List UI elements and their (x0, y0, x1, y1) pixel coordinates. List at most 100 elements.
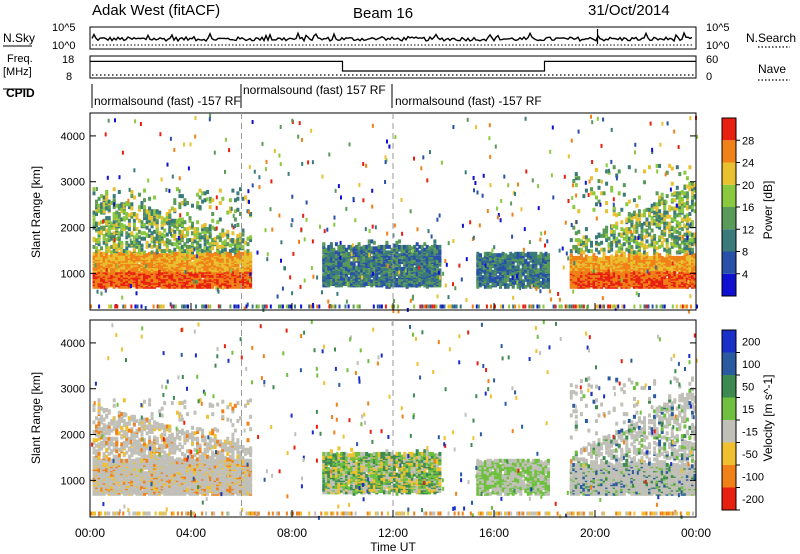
heatmap-cell (165, 232, 169, 237)
heatmap-cell (382, 282, 386, 287)
heatmap-cell (627, 212, 631, 216)
heatmap-cell (617, 254, 621, 259)
heatmap-cell (221, 228, 225, 233)
heatmap-cell (233, 269, 237, 274)
heatmap-cell (180, 265, 184, 270)
heatmap-cell (398, 283, 401, 288)
heatmap-cell (590, 243, 593, 248)
heatmap-cell (213, 227, 217, 232)
heatmap-cell (143, 236, 146, 241)
heatmap-cell (107, 216, 111, 221)
heatmap-cell (569, 238, 573, 243)
heatmap-cell (226, 279, 230, 284)
heatmap-cell (433, 271, 437, 276)
heatmap-cell (496, 253, 500, 258)
heatmap-cell (203, 227, 207, 232)
heatmap-cell (577, 277, 581, 282)
heatmap-cell (481, 282, 485, 287)
heatmap-cell (168, 239, 172, 244)
heatmap-cell (410, 283, 414, 288)
heatmap-cell (155, 247, 159, 252)
heatmap-cell (370, 246, 374, 251)
heatmap-cell (163, 266, 167, 271)
heatmap-cell (163, 240, 167, 245)
heatmap-cell (175, 227, 179, 232)
heatmap-cell (135, 272, 139, 277)
heatmap-cell (193, 229, 197, 234)
heatmap-cell (183, 227, 187, 232)
heatmap-cell (228, 251, 232, 256)
station-title: Adak West (fitACF) (92, 2, 220, 19)
heatmap-cell (605, 233, 609, 238)
heatmap-cell (620, 207, 624, 212)
heatmap-cell (620, 271, 624, 276)
heatmap-cell (138, 192, 141, 197)
heatmap-cell (239, 251, 242, 256)
heatmap-cell (178, 236, 182, 241)
heatmap-cell (597, 268, 601, 273)
heatmap-cell (670, 181, 674, 186)
heatmap-cell (112, 231, 116, 236)
heatmap-cell (577, 250, 581, 255)
heatmap-cell (668, 207, 672, 212)
heatmap-cell (135, 232, 139, 237)
heatmap-cell (675, 238, 679, 243)
heatmap-cell (663, 225, 667, 230)
heatmap-cell (678, 280, 682, 285)
heatmap-cell (620, 249, 624, 254)
heatmap-cell (620, 246, 624, 251)
heatmap-cell (405, 271, 409, 276)
heatmap-cell (120, 240, 124, 245)
heatmap-cell (183, 242, 187, 247)
heatmap-cell (579, 239, 583, 244)
heatmap-cell (595, 247, 598, 252)
heatmap-cell (244, 195, 247, 200)
heatmap-cell (542, 280, 545, 285)
heatmap-cell (102, 255, 106, 260)
heatmap-cell (130, 214, 134, 219)
heatmap-cell (539, 260, 543, 265)
heatmap-cell (188, 225, 192, 230)
heatmap-cell (476, 279, 480, 284)
heatmap-cell (645, 239, 649, 244)
heatmap-cell (547, 262, 550, 267)
heatmap-cell (519, 260, 523, 265)
heatmap-cell (347, 271, 351, 276)
heatmap-cell (193, 268, 197, 273)
heatmap-cell (135, 277, 139, 282)
heatmap-cell (488, 251, 492, 256)
heatmap-cell (673, 210, 677, 215)
heatmap-cell (509, 277, 513, 282)
heatmap-cell (186, 273, 189, 278)
heatmap-cell (367, 250, 371, 255)
heatmap-cell (393, 243, 396, 248)
heatmap-cell (615, 236, 619, 241)
heatmap-cell (610, 254, 614, 259)
heatmap-cell (536, 279, 540, 284)
heatmap-cell (620, 282, 624, 287)
heatmap-cell (536, 283, 540, 288)
heatmap-cell (433, 255, 437, 260)
heatmap-cell (539, 280, 543, 285)
heatmap-cell (410, 246, 414, 251)
heatmap-cell (529, 251, 533, 256)
heatmap-cell (617, 169, 621, 174)
heatmap-cell (582, 250, 586, 255)
heatmap-cell (630, 218, 634, 223)
heatmap-cell (203, 242, 207, 247)
heatmap-cell (92, 251, 96, 256)
heatmap-cell (643, 266, 646, 271)
heatmap-cell (481, 275, 485, 280)
heatmap-cell (643, 250, 646, 255)
heatmap-cell (673, 238, 677, 243)
heatmap-cell (645, 251, 649, 256)
heatmap-cell (685, 205, 689, 210)
heatmap-cell (680, 196, 684, 201)
heatmap-cell (208, 224, 212, 229)
heatmap-cell (627, 199, 631, 204)
heatmap-cell (534, 272, 538, 277)
heatmap-cell (206, 255, 210, 260)
heatmap-cell (120, 229, 124, 234)
heatmap-cell (355, 251, 359, 256)
heatmap-cell (670, 166, 674, 171)
